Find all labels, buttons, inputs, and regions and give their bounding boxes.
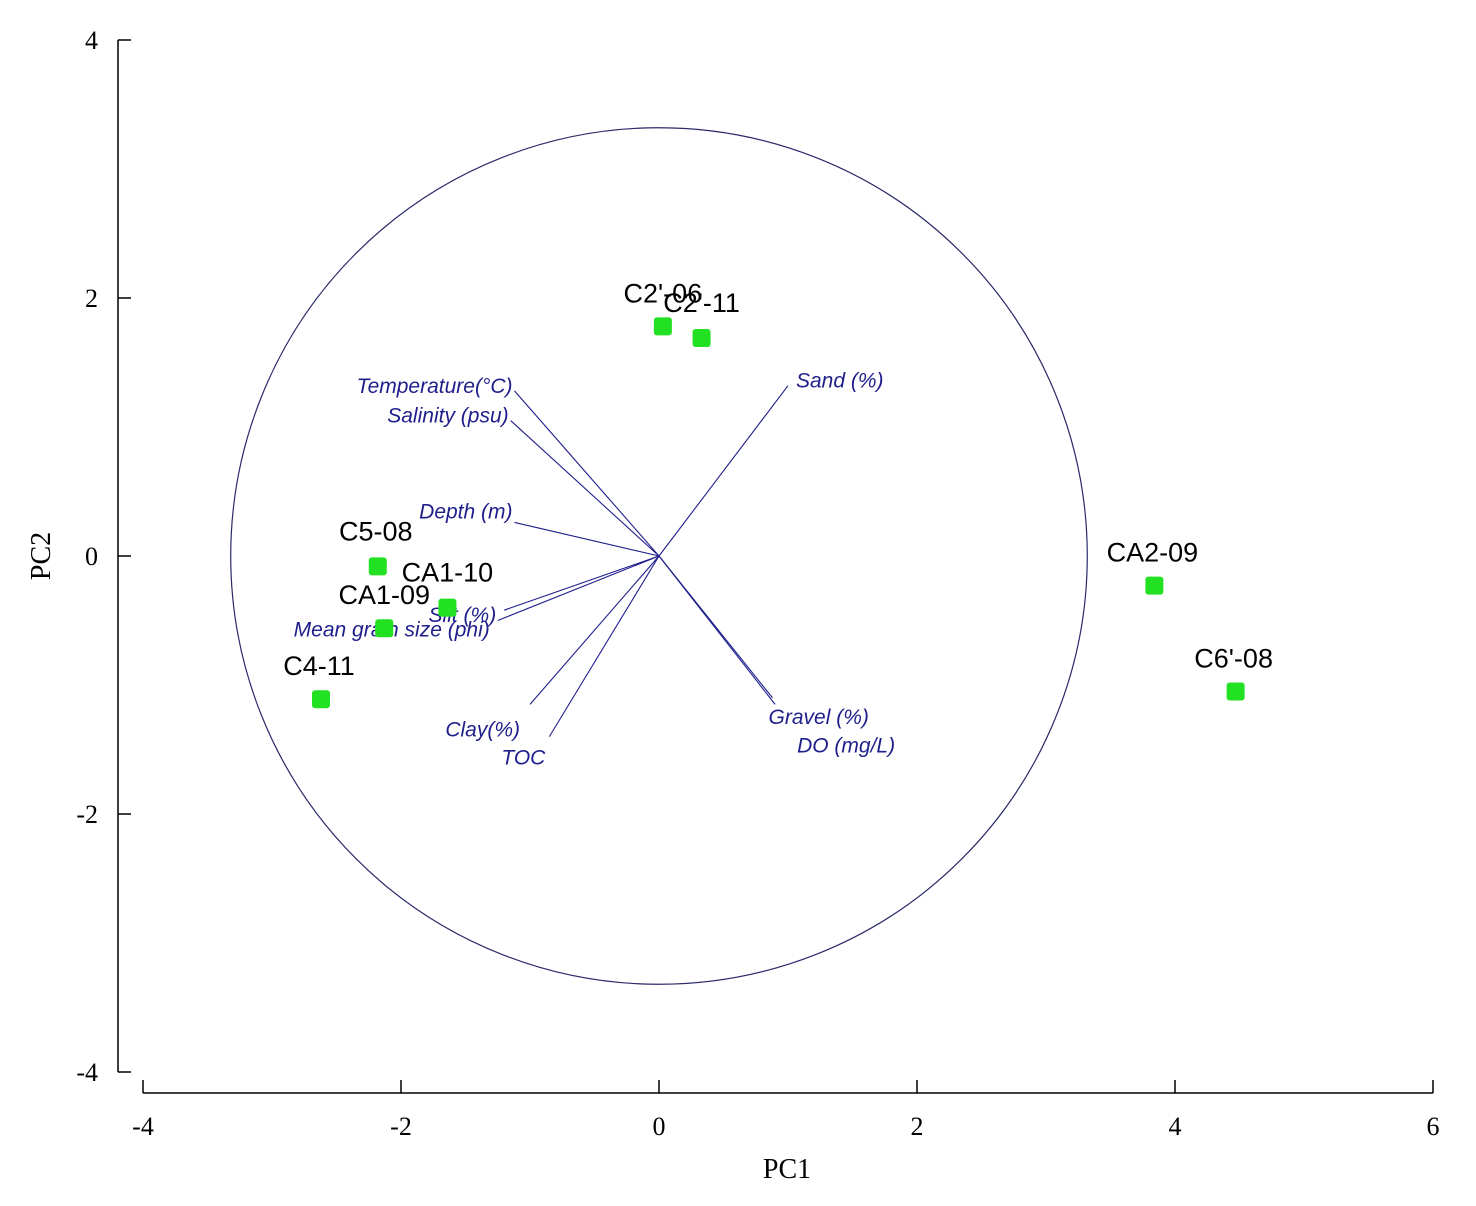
loading-vector-line — [504, 555, 660, 611]
loading-vector-label: Salinity (psu) — [387, 405, 508, 428]
sample-point — [438, 598, 457, 617]
sample-point — [312, 690, 331, 709]
sample-label: C4-11 — [283, 651, 355, 681]
sample-label: C2'-11 — [663, 288, 740, 318]
y-tick-label: -2 — [76, 800, 98, 829]
sample-point — [1226, 682, 1245, 701]
x-tick-label: -2 — [390, 1112, 412, 1141]
y-axis-title: PC2 — [26, 532, 57, 580]
loading-vector-label: DO (mg/L) — [797, 734, 895, 757]
sample-point — [692, 328, 711, 347]
loading-vector-label: TOC — [501, 747, 546, 770]
loading-vector-label: Clay(%) — [445, 718, 520, 741]
x-tick-label: 2 — [911, 1112, 924, 1141]
y-tick-label: 2 — [85, 284, 98, 313]
loading-vector-line — [514, 390, 660, 557]
loading-vector-label: Depth (m) — [419, 500, 512, 523]
loading-vector-line — [529, 555, 660, 705]
loading-vector-line — [510, 420, 660, 557]
loading-vector-line — [658, 555, 776, 705]
y-tick-label: 0 — [85, 542, 98, 571]
loading-vector-line — [548, 555, 660, 737]
sample-label: C6'-08 — [1194, 643, 1273, 673]
y-tick-label: -4 — [76, 1058, 98, 1087]
axes: -4 -2 0 2 4 -4 -2 0 2 4 6 — [76, 26, 1439, 1141]
x-tick-label: 6 — [1427, 1112, 1440, 1141]
sample-label: CA2-09 — [1107, 538, 1199, 568]
loading-vector-line — [514, 521, 660, 557]
x-tick-label: -4 — [132, 1112, 154, 1141]
correlation-circle — [230, 127, 1088, 985]
correlation-circle-layer — [230, 127, 1088, 985]
loading-vector-label: Gravel (%) — [769, 706, 869, 729]
sample-label: CA1-09 — [338, 580, 430, 610]
sample-point — [375, 619, 394, 638]
sample-point — [1145, 576, 1164, 595]
loading-vector-label: Temperature(°C) — [357, 375, 513, 398]
sample-point — [653, 317, 672, 336]
x-tick-label: 4 — [1169, 1112, 1182, 1141]
sample-label: CA1-10 — [402, 558, 494, 588]
sample-point — [368, 557, 387, 576]
sample-label: C2'-06 — [624, 278, 703, 308]
x-tick-label: 0 — [653, 1112, 666, 1141]
loading-vector-line — [658, 385, 789, 557]
x-axis-title: PC1 — [763, 1154, 811, 1185]
sample-label: C5-08 — [339, 516, 413, 546]
loading-vector-line — [497, 555, 660, 622]
y-tick-label: 4 — [85, 26, 98, 55]
loading-vector-label: Sand (%) — [796, 370, 884, 393]
